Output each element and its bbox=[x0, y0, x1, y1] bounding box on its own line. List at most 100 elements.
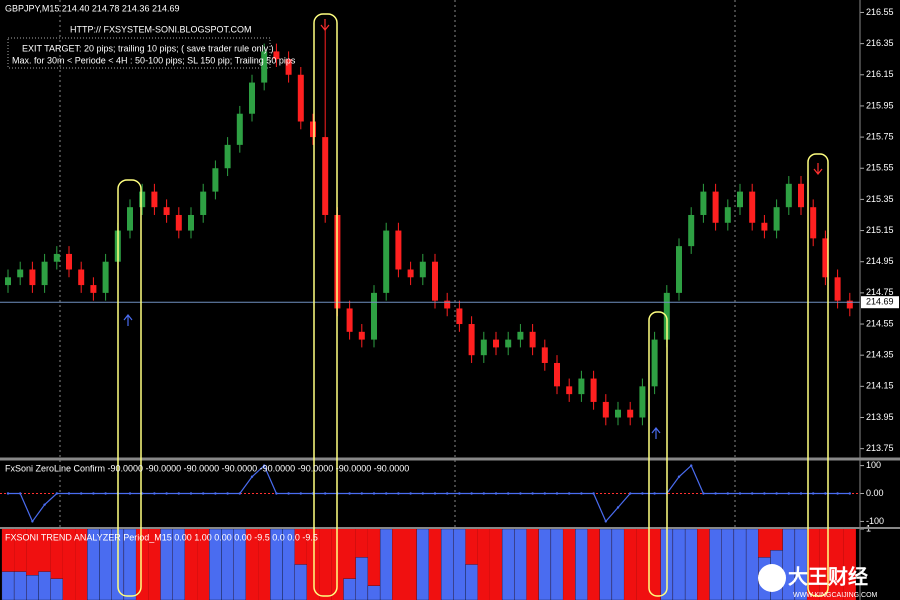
zeroline-point bbox=[446, 492, 449, 495]
zeroline-point bbox=[836, 492, 839, 495]
trend-bar-background bbox=[648, 529, 661, 600]
candle-body bbox=[358, 331, 365, 340]
candle-body bbox=[676, 246, 682, 293]
zeroline-point bbox=[92, 492, 95, 495]
trend-bar bbox=[13, 571, 27, 600]
trend-bar bbox=[343, 578, 356, 600]
zeroline-point bbox=[616, 506, 620, 509]
candle-body bbox=[212, 168, 219, 192]
candle-body bbox=[419, 261, 426, 278]
zeroline-point bbox=[482, 492, 485, 495]
candle-body bbox=[602, 401, 609, 418]
candle-body bbox=[541, 347, 548, 363]
zeroline-point bbox=[153, 492, 156, 495]
zeroline-point bbox=[470, 492, 473, 495]
zeroline-point bbox=[592, 492, 595, 495]
zeroline-point bbox=[433, 492, 437, 495]
candle-body bbox=[139, 191, 146, 208]
candle-body bbox=[688, 214, 695, 247]
trend-bar bbox=[672, 528, 686, 600]
zeroline-point bbox=[726, 492, 729, 495]
zeroline-point bbox=[775, 492, 778, 495]
symbol-header: GBPJPY,M15 214.40 214.78 214.36 214.69 bbox=[5, 3, 179, 13]
y-tick-label: 214.75 bbox=[866, 287, 894, 297]
watermark-logo bbox=[758, 564, 786, 592]
candle-body bbox=[383, 230, 390, 293]
y-tick-label: 100 bbox=[866, 460, 881, 470]
zeroline-point bbox=[43, 503, 46, 506]
trend-bar bbox=[26, 575, 39, 600]
trend-bar-background bbox=[148, 529, 161, 600]
trend-bar-background bbox=[428, 529, 442, 600]
y-tick-label: 215.15 bbox=[866, 225, 894, 235]
candle-body bbox=[456, 308, 463, 325]
signal-arrows bbox=[123, 19, 823, 439]
trend-bar bbox=[416, 528, 430, 600]
zeroline-point bbox=[397, 492, 400, 495]
zeroline-point bbox=[299, 492, 302, 495]
trend-bar-background bbox=[526, 529, 539, 600]
trend-bar bbox=[684, 528, 698, 600]
zeroline-point bbox=[568, 492, 571, 495]
trend-bar-background bbox=[636, 529, 649, 600]
indicator-title: FxSoni ZeroLine Confirm -90.0000 -90.000… bbox=[5, 463, 409, 473]
sell-arrow bbox=[320, 19, 330, 31]
trend-bar bbox=[294, 564, 308, 600]
zeroline-point bbox=[812, 492, 815, 495]
candle-body bbox=[773, 207, 780, 231]
zeroline-point bbox=[372, 492, 376, 495]
zeroline-point bbox=[214, 492, 217, 495]
candle-body bbox=[749, 191, 756, 223]
zeroline-point bbox=[690, 464, 693, 467]
annotation: Max. for 30m < Periode < 4H : 50-100 pip… bbox=[12, 55, 296, 65]
trend-bar bbox=[453, 528, 466, 600]
y-tick-label: 213.75 bbox=[866, 443, 894, 453]
zeroline-point bbox=[287, 492, 290, 495]
y-tick-label: 216.55 bbox=[866, 7, 894, 17]
candle-body bbox=[566, 386, 573, 395]
candle-body bbox=[273, 51, 280, 60]
candle-body bbox=[102, 261, 109, 293]
y-tick-label: -100 bbox=[866, 516, 884, 526]
zeroline-point bbox=[629, 492, 632, 495]
trend-bar-background bbox=[62, 529, 76, 600]
y-tick-label: 214.15 bbox=[866, 381, 894, 391]
trend-bar-background bbox=[184, 529, 198, 600]
zeroline-point bbox=[702, 492, 705, 495]
trend-bar bbox=[611, 528, 625, 600]
indicator-title: FXSONI TREND ANALYZER Period_M15 0.00 1.… bbox=[5, 532, 318, 542]
candle-body bbox=[175, 214, 182, 231]
zeroline-point bbox=[202, 492, 205, 495]
trend-bar-background bbox=[697, 529, 710, 600]
zeroline-point bbox=[275, 492, 278, 495]
trend-bar-background bbox=[563, 529, 576, 600]
trend-bar-background bbox=[843, 529, 856, 600]
trend-bar-background bbox=[197, 529, 210, 600]
zeroline-point bbox=[848, 492, 851, 495]
zeroline-point bbox=[250, 475, 254, 478]
y-tick-label: 214.55 bbox=[866, 318, 894, 328]
candle-body bbox=[444, 300, 451, 309]
candle-body bbox=[822, 238, 829, 278]
zeroline-point bbox=[507, 492, 510, 495]
candle-body bbox=[5, 277, 11, 286]
trend-bar bbox=[501, 528, 515, 600]
trend-bar-background bbox=[245, 529, 259, 600]
watermark-url: WWW.KINGCAIJING.COM bbox=[793, 592, 878, 599]
candle-body bbox=[127, 207, 133, 231]
zeroline-point bbox=[580, 492, 583, 495]
candle-body bbox=[590, 378, 597, 402]
candle-body bbox=[627, 409, 634, 418]
trend-bar-background bbox=[392, 529, 405, 600]
highlight bbox=[807, 153, 829, 597]
candle-body bbox=[29, 269, 36, 286]
candle-body bbox=[346, 308, 353, 332]
candle-body bbox=[66, 253, 72, 270]
trend-bar bbox=[538, 528, 552, 600]
zeroline-point bbox=[763, 492, 766, 495]
zeroline-point bbox=[67, 492, 71, 495]
candle-body bbox=[493, 339, 499, 348]
zeroline-point bbox=[604, 520, 607, 523]
highlight bbox=[313, 13, 338, 597]
zeroline-point bbox=[641, 492, 644, 495]
